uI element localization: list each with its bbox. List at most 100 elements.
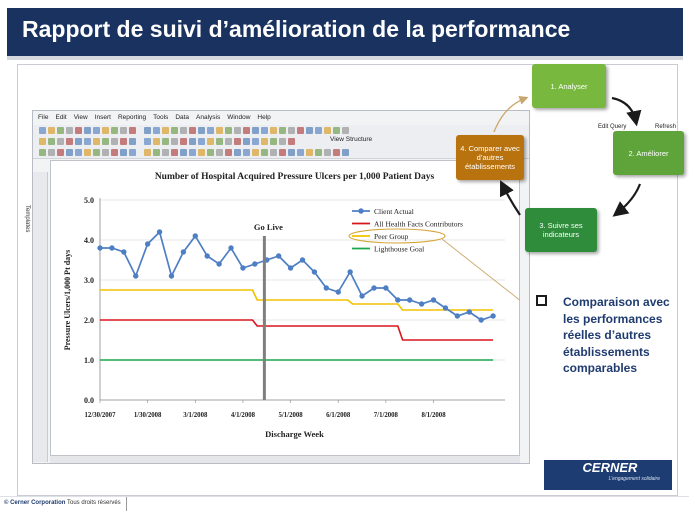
toolbar-button-icon[interactable] xyxy=(207,149,214,156)
toolbar-button-icon[interactable] xyxy=(234,149,241,156)
toolbar-button-icon[interactable] xyxy=(279,138,286,145)
toolbar-button-icon[interactable] xyxy=(162,149,169,156)
toolbar-button-icon[interactable] xyxy=(243,138,250,145)
toolbar-button-icon[interactable] xyxy=(180,138,187,145)
toolbar-button-icon[interactable] xyxy=(216,127,223,134)
toolbar-button-icon[interactable] xyxy=(243,127,250,134)
toolbar-button-icon[interactable] xyxy=(243,149,250,156)
toolbar-button-icon[interactable] xyxy=(207,138,214,145)
toolbar-button-icon[interactable] xyxy=(144,149,151,156)
menu-item-window[interactable]: Window xyxy=(227,114,251,121)
toolbar-button-icon[interactable] xyxy=(333,149,340,156)
toolbar-button-icon[interactable] xyxy=(93,149,100,156)
toolbar-button-icon[interactable] xyxy=(84,138,91,145)
toolbar-button-icon[interactable] xyxy=(75,127,82,134)
toolbar-button-icon[interactable] xyxy=(261,127,268,134)
toolbar-button-icon[interactable] xyxy=(270,127,277,134)
toolbar-button-icon[interactable] xyxy=(48,149,55,156)
toolbar-button-icon[interactable] xyxy=(171,138,178,145)
toolbar-button-icon[interactable] xyxy=(288,138,295,145)
toolbar-button-icon[interactable] xyxy=(180,127,187,134)
toolbar-button-icon[interactable] xyxy=(93,127,100,134)
menu-item-analysis[interactable]: Analysis xyxy=(196,114,221,121)
toolbar-button-icon[interactable] xyxy=(66,138,73,145)
toolbar-button-icon[interactable] xyxy=(129,149,136,156)
toolbar-button-icon[interactable] xyxy=(75,138,82,145)
toolbar-button-icon[interactable] xyxy=(198,138,205,145)
toolbar-button-icon[interactable] xyxy=(162,138,169,145)
toolbar-button-icon[interactable] xyxy=(129,127,136,134)
toolbar-button-icon[interactable] xyxy=(57,138,64,145)
toolbar-button-icon[interactable] xyxy=(324,127,331,134)
toolbar-button-icon[interactable] xyxy=(162,127,169,134)
toolbar-button-icon[interactable] xyxy=(84,127,91,134)
toolbar-button-icon[interactable] xyxy=(129,138,136,145)
toolbar-button-icon[interactable] xyxy=(288,149,295,156)
edit-query-button[interactable]: Edit Query xyxy=(598,124,627,130)
toolbar-button-icon[interactable] xyxy=(324,149,331,156)
toolbar-button-icon[interactable] xyxy=(39,138,46,145)
toolbar-button-icon[interactable] xyxy=(234,127,241,134)
toolbar-button-icon[interactable] xyxy=(189,127,196,134)
menu-item-file[interactable]: File xyxy=(38,114,49,121)
toolbar-button-icon[interactable] xyxy=(153,127,160,134)
toolbar-button-icon[interactable] xyxy=(66,149,73,156)
toolbar-button-icon[interactable] xyxy=(225,138,232,145)
toolbar-button-icon[interactable] xyxy=(189,138,196,145)
toolbar-button-icon[interactable] xyxy=(225,127,232,134)
menu-item-reporting[interactable]: Reporting xyxy=(117,114,147,121)
toolbar-button-icon[interactable] xyxy=(261,149,268,156)
toolbar-button-icon[interactable] xyxy=(102,149,109,156)
toolbar-button-icon[interactable] xyxy=(153,138,160,145)
toolbar-button-icon[interactable] xyxy=(261,138,268,145)
toolbar-button-icon[interactable] xyxy=(120,138,127,145)
toolbar-button-icon[interactable] xyxy=(189,149,196,156)
toolbar-button-icon[interactable] xyxy=(297,127,304,134)
toolbar-button-icon[interactable] xyxy=(48,138,55,145)
toolbar-button-icon[interactable] xyxy=(171,149,178,156)
toolbar-button-icon[interactable] xyxy=(279,127,286,134)
view-structure-button[interactable]: View Structure xyxy=(330,136,373,143)
templates-tab[interactable]: Templates xyxy=(24,205,30,233)
toolbar-button-icon[interactable] xyxy=(102,127,109,134)
menu-item-help[interactable]: Help xyxy=(257,114,271,121)
toolbar-button-icon[interactable] xyxy=(333,127,340,134)
toolbar-button-icon[interactable] xyxy=(120,127,127,134)
toolbar-button-icon[interactable] xyxy=(93,138,100,145)
toolbar-button-icon[interactable] xyxy=(102,138,109,145)
toolbar-button-icon[interactable] xyxy=(315,127,322,134)
toolbar-button-icon[interactable] xyxy=(342,127,349,134)
toolbar-button-icon[interactable] xyxy=(39,149,46,156)
toolbar-button-icon[interactable] xyxy=(39,127,46,134)
toolbar-button-icon[interactable] xyxy=(111,149,118,156)
toolbar-button-icon[interactable] xyxy=(153,149,160,156)
toolbar-button-icon[interactable] xyxy=(225,149,232,156)
toolbar-button-icon[interactable] xyxy=(57,149,64,156)
menu-item-view[interactable]: View xyxy=(73,114,88,121)
toolbar-button-icon[interactable] xyxy=(111,127,118,134)
toolbar-button-icon[interactable] xyxy=(57,127,64,134)
toolbar-button-icon[interactable] xyxy=(279,149,286,156)
toolbar-button-icon[interactable] xyxy=(306,127,313,134)
toolbar-button-icon[interactable] xyxy=(180,149,187,156)
toolbar-button-icon[interactable] xyxy=(84,149,91,156)
toolbar-button-icon[interactable] xyxy=(270,138,277,145)
toolbar-button-icon[interactable] xyxy=(144,138,151,145)
toolbar-button-icon[interactable] xyxy=(252,127,259,134)
toolbar-button-icon[interactable] xyxy=(252,149,259,156)
toolbar-button-icon[interactable] xyxy=(198,149,205,156)
toolbar-button-icon[interactable] xyxy=(216,138,223,145)
refresh-button[interactable]: Refresh xyxy=(655,124,677,130)
toolbar-button-icon[interactable] xyxy=(270,149,277,156)
toolbar-button-icon[interactable] xyxy=(315,149,322,156)
horizontal-scrollbar[interactable] xyxy=(50,456,520,463)
menu-item-edit[interactable]: Edit xyxy=(55,114,67,121)
toolbar-button-icon[interactable] xyxy=(198,127,205,134)
toolbar-button-icon[interactable] xyxy=(288,127,295,134)
toolbar-button-icon[interactable] xyxy=(120,149,127,156)
toolbar-button-icon[interactable] xyxy=(111,138,118,145)
toolbar-button-icon[interactable] xyxy=(234,138,241,145)
toolbar-button-icon[interactable] xyxy=(207,127,214,134)
toolbar-button-icon[interactable] xyxy=(216,149,223,156)
toolbar-button-icon[interactable] xyxy=(144,127,151,134)
